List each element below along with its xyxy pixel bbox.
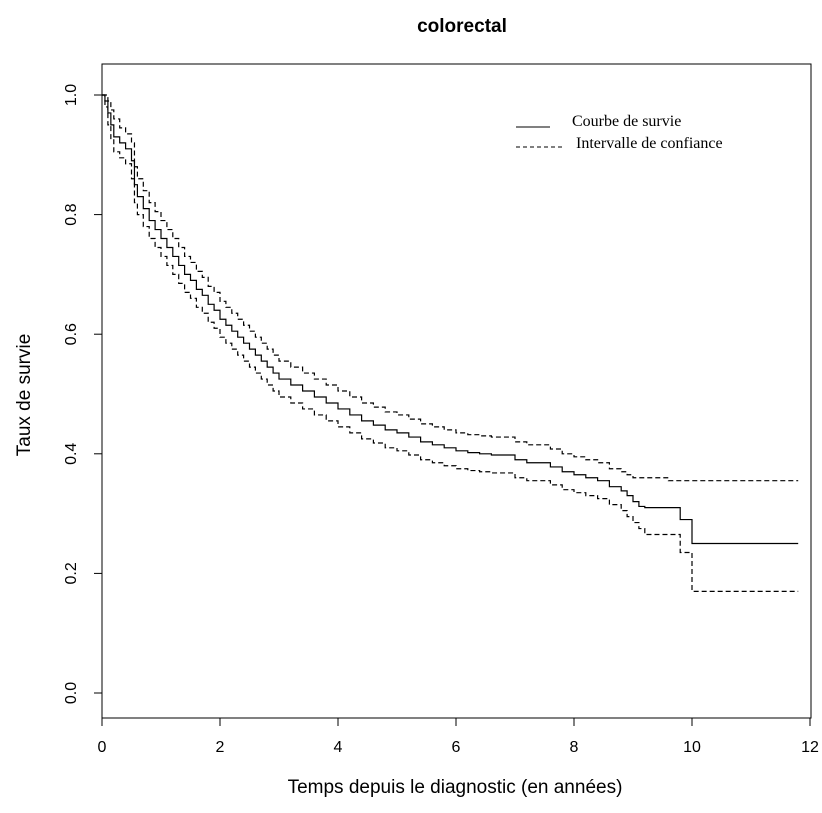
plot-area xyxy=(101,63,812,719)
y-tick-label: 0.0 xyxy=(63,682,80,704)
confidence-upper-line xyxy=(102,94,799,482)
x-tick-label: 4 xyxy=(334,739,343,756)
confidence-lower-line xyxy=(102,94,799,592)
y-tick-label: 0.2 xyxy=(63,562,80,584)
legend-label-confidence: Intervalle de confiance xyxy=(576,135,723,152)
x-axis-label: Temps depuis le diagnostic (en années) xyxy=(288,777,623,798)
x-tick-label: 8 xyxy=(570,739,579,756)
series-layer xyxy=(102,94,799,592)
y-axis: 0.0 0.2 0.4 0.6 0.8 1.0 xyxy=(63,84,103,704)
x-tick-label: 10 xyxy=(683,739,701,756)
x-tick-label: 12 xyxy=(801,739,819,756)
legend: Courbe de survie Intervalle de confiance xyxy=(516,113,723,152)
x-tick-label: 2 xyxy=(216,739,225,756)
y-tick-label: 0.6 xyxy=(63,323,80,345)
x-tick-label: 0 xyxy=(98,739,107,756)
chart-title: colorectal xyxy=(417,16,507,37)
x-axis: 0 2 4 6 8 10 12 xyxy=(98,717,819,756)
x-tick-label: 6 xyxy=(452,739,461,756)
y-axis-label: Taux de survie xyxy=(14,334,35,457)
y-tick-label: 1.0 xyxy=(63,84,80,106)
y-tick-label: 0.4 xyxy=(63,443,80,465)
y-tick-label: 0.8 xyxy=(63,203,80,225)
survival-curve-line xyxy=(102,94,799,545)
legend-label-survival: Courbe de survie xyxy=(572,113,681,130)
plot-frame xyxy=(101,63,812,719)
